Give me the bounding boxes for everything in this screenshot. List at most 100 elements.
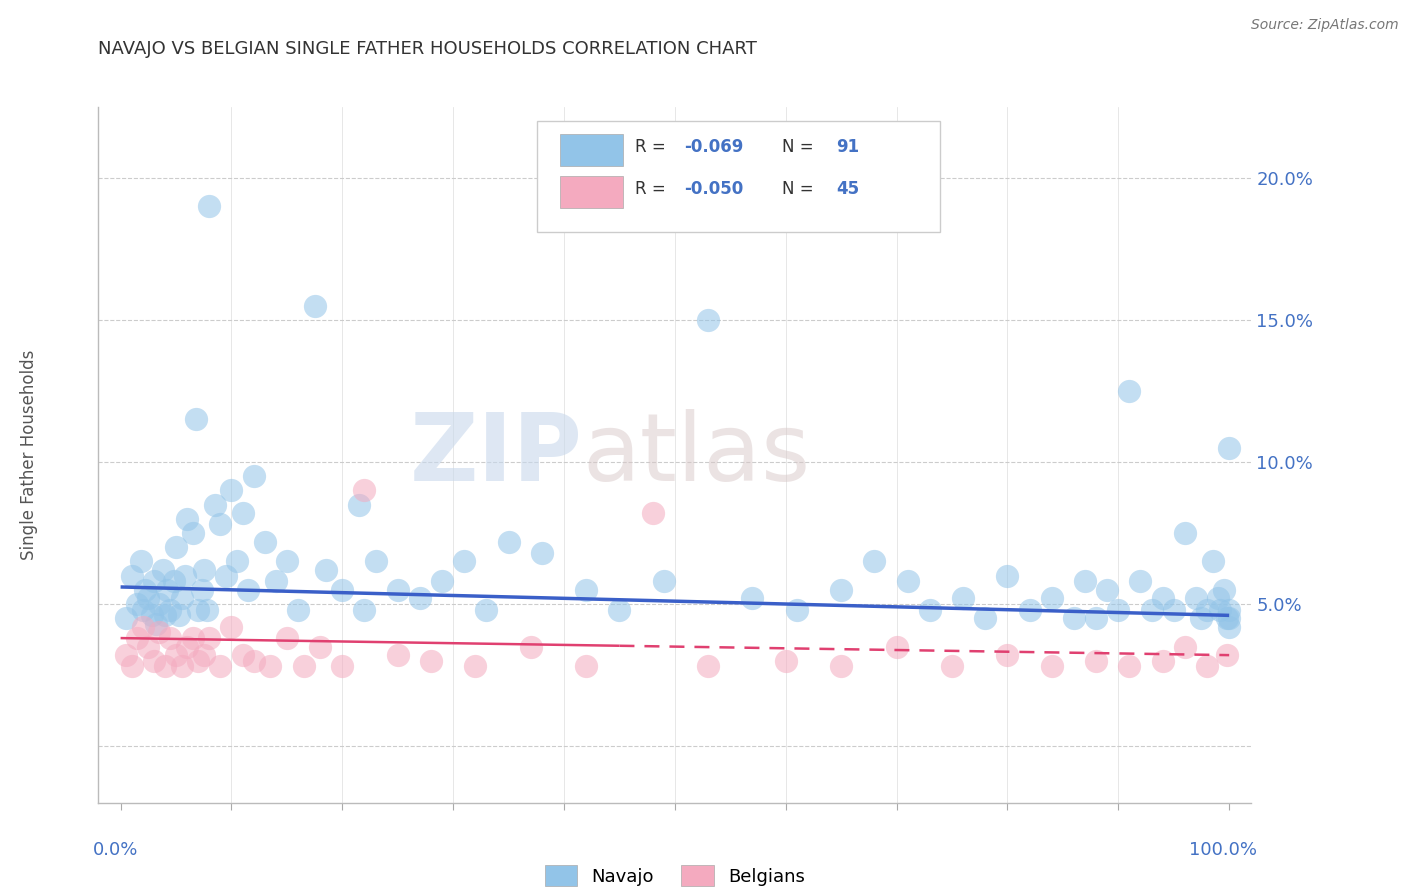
Point [204, 498, 226, 512]
Point [475, 603, 498, 617]
Point [193, 563, 215, 577]
Point [430, 574, 453, 589]
Point [652, 574, 675, 589]
Point [1163, 603, 1185, 617]
Point [170, 591, 193, 606]
Point [176, 640, 198, 654]
Point [952, 591, 974, 606]
Text: 100.0%: 100.0% [1189, 841, 1257, 859]
Point [420, 654, 443, 668]
Point [1216, 611, 1239, 625]
Point [520, 640, 543, 654]
Legend: Navajo, Belgians: Navajo, Belgians [537, 858, 813, 892]
Point [464, 659, 486, 673]
Point [997, 568, 1019, 582]
Point [136, 591, 159, 606]
Text: R =: R = [634, 180, 671, 198]
Point [181, 526, 204, 541]
Point [1185, 591, 1208, 606]
Point [193, 648, 215, 662]
Point [156, 582, 179, 597]
Text: N =: N = [782, 138, 818, 156]
Point [409, 591, 432, 606]
Point [134, 582, 156, 597]
Text: R =: R = [634, 138, 671, 156]
Point [1174, 640, 1197, 654]
Point [169, 608, 191, 623]
Point [115, 648, 138, 662]
Point [198, 199, 221, 213]
Text: Source: ZipAtlas.com: Source: ZipAtlas.com [1251, 18, 1399, 32]
Point [242, 654, 264, 668]
Point [1218, 611, 1240, 625]
Text: 91: 91 [837, 138, 859, 156]
Point [1085, 611, 1108, 625]
Point [575, 659, 598, 673]
Point [697, 659, 720, 673]
Point [315, 563, 337, 577]
Point [170, 659, 193, 673]
Point [1195, 659, 1218, 673]
Point [609, 603, 631, 617]
Point [142, 654, 165, 668]
Point [153, 659, 176, 673]
Point [886, 640, 908, 654]
Point [231, 648, 254, 662]
Point [1097, 582, 1119, 597]
Point [387, 582, 409, 597]
Text: -0.069: -0.069 [685, 138, 744, 156]
Point [1201, 554, 1223, 568]
Point [974, 611, 997, 625]
Point [121, 568, 143, 582]
Point [132, 620, 155, 634]
Point [1174, 526, 1197, 541]
Text: 45: 45 [837, 180, 859, 198]
Text: -0.050: -0.050 [685, 180, 744, 198]
Point [1040, 591, 1063, 606]
Point [1218, 441, 1240, 455]
Point [330, 582, 353, 597]
Point [127, 631, 149, 645]
Point [292, 659, 315, 673]
Point [530, 546, 553, 560]
Point [309, 640, 332, 654]
Point [276, 554, 298, 568]
Point [353, 603, 375, 617]
Point [1118, 384, 1140, 398]
Point [1118, 659, 1140, 673]
Point [1206, 591, 1229, 606]
Point [187, 654, 209, 668]
Point [347, 498, 370, 512]
Point [276, 631, 298, 645]
Point [364, 554, 387, 568]
Point [142, 574, 165, 589]
Point [115, 611, 138, 625]
Point [1074, 574, 1097, 589]
Point [453, 554, 475, 568]
Point [264, 574, 287, 589]
Point [236, 582, 259, 597]
Point [181, 631, 204, 645]
Point [221, 620, 243, 634]
Point [209, 659, 232, 673]
Text: NAVAJO VS BELGIAN SINGLE FATHER HOUSEHOLDS CORRELATION CHART: NAVAJO VS BELGIAN SINGLE FATHER HOUSEHOL… [98, 40, 758, 58]
Point [941, 659, 963, 673]
Point [1152, 591, 1174, 606]
Point [498, 534, 520, 549]
Point [863, 554, 886, 568]
Point [226, 554, 249, 568]
Point [141, 608, 163, 623]
FancyBboxPatch shape [560, 176, 623, 208]
Point [215, 568, 238, 582]
Point [209, 517, 232, 532]
Point [145, 616, 167, 631]
Point [165, 540, 187, 554]
Point [190, 582, 212, 597]
FancyBboxPatch shape [560, 134, 623, 166]
Point [1218, 603, 1240, 617]
Point [121, 659, 143, 673]
Point [195, 603, 218, 617]
Point [127, 597, 149, 611]
Point [242, 469, 264, 483]
Point [830, 659, 852, 673]
